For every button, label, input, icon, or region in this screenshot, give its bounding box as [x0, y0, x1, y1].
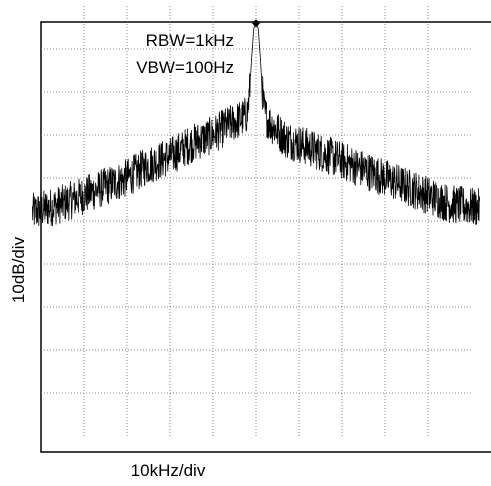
grid: [41, 6, 471, 436]
annotation-vbw: VBW=100Hz: [136, 58, 234, 77]
plot-frame: [40, 21, 491, 453]
x-axis-label: 10kHz/div: [131, 461, 206, 480]
annotation-rbw: RBW=1kHz: [146, 31, 234, 50]
y-axis-label: 10dB/div: [9, 236, 28, 303]
peak-marker: [252, 19, 260, 28]
marker-group: [252, 19, 260, 28]
